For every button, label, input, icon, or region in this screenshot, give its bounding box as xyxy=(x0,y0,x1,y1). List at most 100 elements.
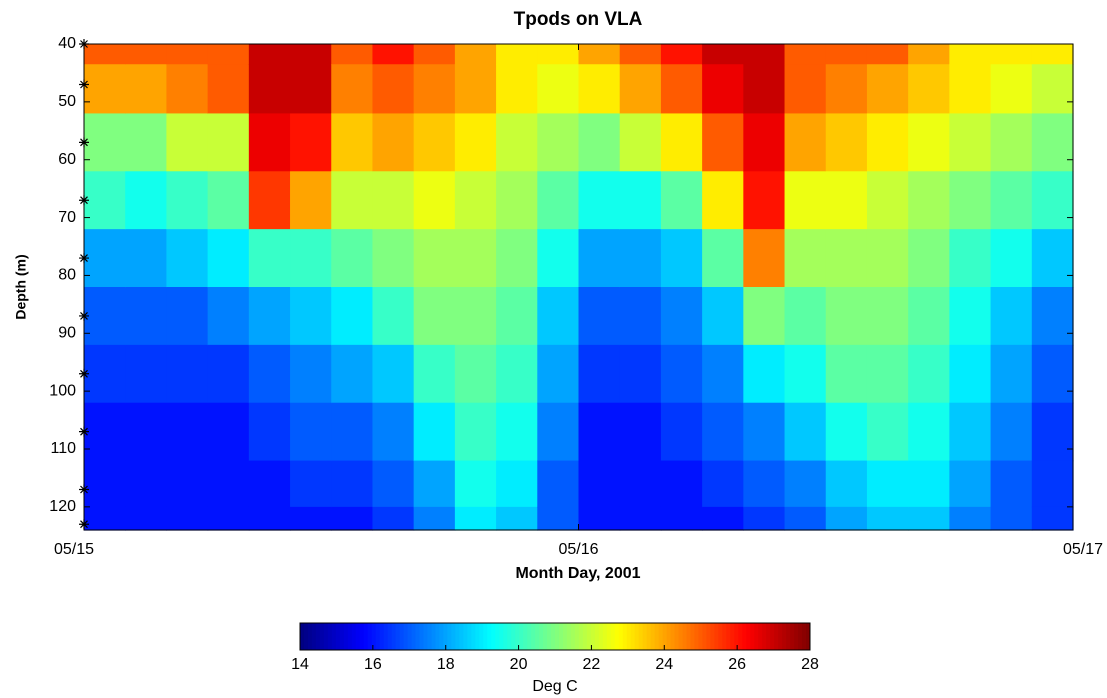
heat-cell xyxy=(125,287,168,346)
heat-cell xyxy=(248,229,291,288)
colorbar-swatch xyxy=(714,623,719,650)
colorbar-swatch xyxy=(642,623,648,650)
heat-cell xyxy=(784,287,827,346)
colorbar-swatch xyxy=(786,623,791,650)
heat-cell xyxy=(949,402,992,462)
colorbar-swatch xyxy=(694,623,699,650)
colorbar-swatch xyxy=(678,623,683,650)
x-tick-label: 05/16 xyxy=(558,541,598,558)
heat-cell xyxy=(166,229,209,288)
colorbar-swatch xyxy=(539,623,544,650)
colorbar-swatch xyxy=(327,623,333,650)
colorbar-swatch xyxy=(718,623,723,650)
heat-cell xyxy=(619,64,662,115)
heat-cell xyxy=(166,344,209,404)
heat-cell xyxy=(908,460,950,508)
colorbar-swatch xyxy=(391,623,397,650)
heat-cell xyxy=(454,229,497,288)
heat-cell xyxy=(1031,460,1074,508)
colorbar-swatch xyxy=(586,623,592,650)
heat-cell xyxy=(743,64,786,115)
colorbar-swatch xyxy=(638,623,644,650)
colorbar-swatch xyxy=(371,623,377,650)
heat-cell xyxy=(248,171,291,230)
heat-cell xyxy=(578,402,621,462)
heat-cell xyxy=(908,287,950,346)
heat-cell xyxy=(990,344,1033,404)
heat-cell xyxy=(908,171,950,230)
heat-cell xyxy=(743,229,786,288)
colorbar-swatch xyxy=(658,623,664,650)
colorbar-swatch xyxy=(598,623,604,650)
colorbar-swatch xyxy=(690,623,695,650)
colorbar-tick-label: 18 xyxy=(437,656,455,673)
colorbar-swatch xyxy=(443,623,448,650)
heat-cell xyxy=(331,460,374,508)
colorbar-swatch xyxy=(750,623,755,650)
y-tick-label: 50 xyxy=(58,93,76,110)
colorbar-swatch xyxy=(343,623,349,650)
heat-cell xyxy=(372,506,415,531)
heat-cell xyxy=(619,344,662,404)
heat-cell xyxy=(454,171,497,230)
colorbar-swatch xyxy=(778,623,783,650)
heat-cell xyxy=(537,229,580,288)
colorbar-swatch xyxy=(415,623,421,650)
colorbar-swatch xyxy=(606,623,612,650)
heat-cell xyxy=(207,171,250,230)
colorbar-swatch xyxy=(363,623,369,650)
colorbar-swatch xyxy=(447,623,452,650)
heat-cell xyxy=(331,171,374,230)
heat-cell xyxy=(990,402,1033,462)
heat-cell xyxy=(990,64,1033,115)
heat-cell xyxy=(331,229,374,288)
heat-cell xyxy=(413,229,456,288)
colorbar-tick-label: 26 xyxy=(728,656,746,673)
heat-cell xyxy=(619,506,662,531)
colorbar-swatch xyxy=(543,623,548,650)
colorbar-tick-label: 24 xyxy=(655,656,673,673)
heat-cell xyxy=(1031,64,1074,115)
colorbar-swatch xyxy=(411,623,417,650)
colorbar-frame xyxy=(299,622,811,651)
colorbar-swatch xyxy=(531,623,536,650)
heat-cell xyxy=(949,64,992,115)
colorbar-swatch xyxy=(798,623,803,650)
heat-cell xyxy=(660,460,703,508)
heat-cell xyxy=(248,344,291,404)
heat-cell xyxy=(578,113,621,172)
heat-cell xyxy=(866,402,909,462)
heat-cell xyxy=(949,113,992,172)
heat-cell xyxy=(166,287,209,346)
heat-cell xyxy=(866,171,909,230)
heat-cell xyxy=(949,44,992,65)
heat-cell xyxy=(660,229,703,288)
colorbar-swatch xyxy=(475,623,480,650)
heat-cell xyxy=(125,44,168,65)
colorbar-swatch xyxy=(806,623,811,650)
colorbar-swatch xyxy=(323,623,329,650)
heat-cell xyxy=(784,44,827,65)
colorbar-swatch xyxy=(666,623,672,650)
heat-cell xyxy=(660,287,703,346)
heat-cell xyxy=(825,460,868,508)
heat-cell xyxy=(990,287,1033,346)
colorbar-swatch xyxy=(626,623,632,650)
heat-cell xyxy=(578,44,621,65)
colorbar-swatch xyxy=(319,623,325,650)
colorbar-swatch xyxy=(618,623,624,650)
heat-cell xyxy=(166,506,209,531)
heat-cell xyxy=(990,506,1033,531)
colorbar-swatch xyxy=(407,623,413,650)
heat-cell xyxy=(784,64,827,115)
heat-cell xyxy=(290,64,332,115)
heat-cell xyxy=(784,460,827,508)
heat-cell xyxy=(84,113,126,172)
chart-title: Tpods on VLA xyxy=(514,9,643,30)
heat-cell xyxy=(207,64,250,115)
heat-cell xyxy=(125,64,168,115)
heat-cell xyxy=(125,460,168,508)
heat-cell xyxy=(496,402,538,462)
colorbar-tick-label: 28 xyxy=(801,656,819,673)
heat-cell xyxy=(1031,287,1074,346)
